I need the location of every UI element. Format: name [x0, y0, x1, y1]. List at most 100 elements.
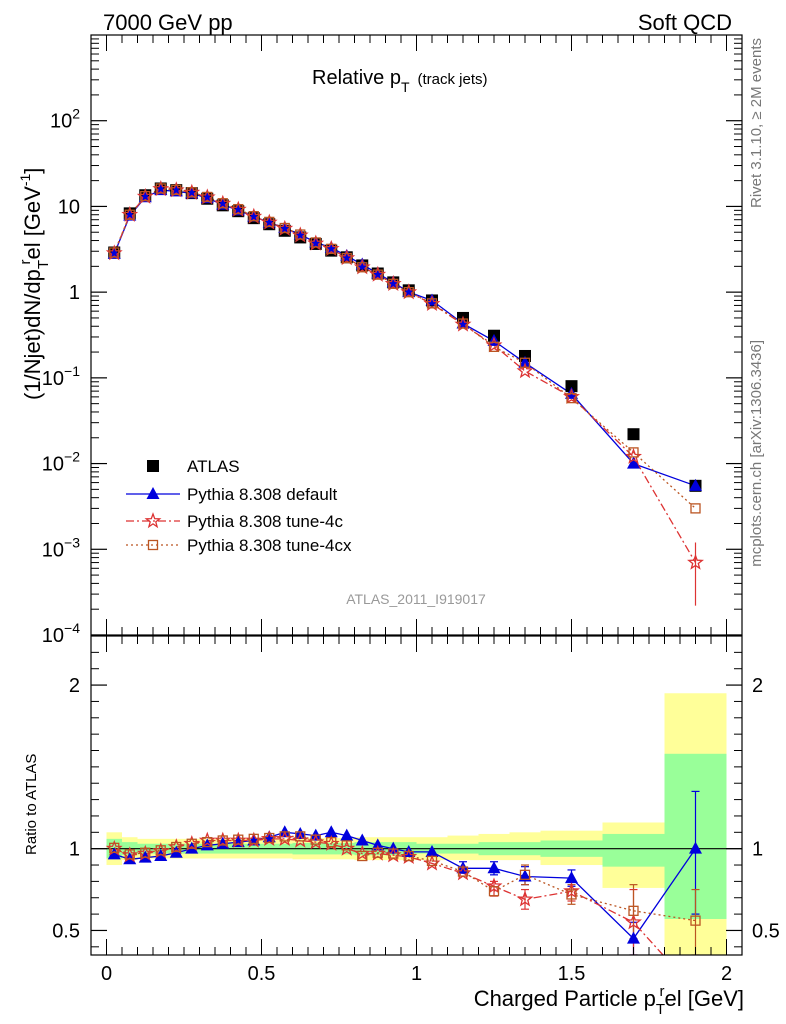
main-point	[426, 298, 438, 309]
ratio-point	[355, 833, 369, 846]
ylabel-part-f: ]	[20, 168, 45, 174]
ylabel-part-e: -1	[17, 174, 33, 187]
ratio-point	[518, 869, 532, 882]
ratio-point	[340, 828, 354, 841]
main-point	[388, 278, 399, 289]
main-point	[628, 447, 639, 458]
legend-marker	[144, 512, 162, 529]
ratio-series-group	[105, 790, 702, 955]
ratio-point	[217, 835, 228, 846]
plot-title: Relative pT (track jets)	[312, 67, 488, 95]
ratio-y-tick-label: 1	[69, 839, 80, 861]
main-point	[233, 203, 244, 215]
main-point	[248, 211, 259, 222]
ratio-point	[519, 869, 531, 880]
main-point	[372, 269, 383, 280]
ratio-point	[516, 890, 534, 907]
plot-title-main: Relative p	[312, 67, 401, 89]
legend-marker	[147, 539, 159, 551]
plot-title-extra: (track jets)	[418, 71, 488, 88]
ratio-point	[341, 840, 352, 851]
plot-title-sub: T	[401, 79, 410, 95]
ratio-point	[690, 915, 701, 926]
ratio-point	[324, 825, 338, 838]
main-y-tick-label: 10−3	[42, 534, 80, 561]
legend-marker	[147, 460, 159, 472]
ratio-y-tick-label: 0.5	[52, 920, 80, 942]
ratio-point	[566, 889, 577, 900]
ylabel-part-b: T	[35, 260, 52, 269]
legend-label: Pythia 8.308 default	[187, 485, 338, 504]
main-point	[566, 392, 577, 404]
legend-label: Pythia 8.308 tune-4cx	[187, 536, 352, 555]
main-series-line	[113, 187, 696, 509]
main-point	[202, 191, 213, 203]
ratio-point	[485, 877, 503, 894]
main-point	[155, 183, 166, 194]
main-point	[124, 209, 135, 220]
ratio-point	[107, 847, 121, 860]
main-point	[264, 216, 275, 228]
main-point	[186, 187, 197, 198]
legend-marker	[146, 487, 160, 499]
main-point	[519, 357, 531, 368]
ratio-point	[295, 831, 306, 842]
xlabel-part-d: el [GeV]	[665, 986, 744, 1011]
main-point	[295, 229, 306, 240]
ratio-point	[425, 844, 439, 857]
main-point	[516, 362, 534, 379]
main-point	[403, 286, 414, 298]
x-axis-label: Charged Particle pTrel [GeV]	[474, 983, 744, 1018]
main-point	[488, 341, 500, 353]
ratio-point	[689, 841, 702, 854]
ratio-point	[388, 848, 399, 859]
ratio-point	[186, 838, 197, 849]
x-tick-label: 0	[101, 963, 112, 985]
ratio-panel-frame	[90, 635, 743, 956]
main-point	[689, 478, 702, 491]
ylabel-part-c: r	[17, 260, 34, 265]
main-y-tick-label: 10−2	[42, 449, 80, 476]
ratio-point	[155, 845, 166, 856]
ratio-point	[279, 831, 290, 842]
main-point	[140, 190, 151, 202]
x-tick-label: 0.5	[248, 963, 276, 985]
ratio-point	[202, 836, 213, 848]
main-point	[326, 243, 337, 254]
ratio-point	[563, 882, 580, 899]
xlabel-part-b: T	[656, 1001, 665, 1018]
ratio-y-tick-label-right: 2	[752, 675, 763, 697]
main-point	[279, 222, 290, 234]
main-point	[357, 262, 368, 273]
ratio-point	[124, 849, 135, 860]
ratio-point	[140, 847, 151, 858]
header-left: 7000 GeV pp	[103, 10, 233, 35]
ratio-y-tick-label: 2	[69, 675, 80, 697]
ratio-point	[371, 838, 385, 851]
header-right: Soft QCD	[638, 10, 732, 35]
main-point	[457, 318, 469, 329]
side-text-upper: Rivet 3.1.10, ≥ 2M events	[748, 38, 765, 208]
ratio-point	[487, 861, 501, 874]
ratio-point	[403, 850, 414, 862]
legend-label: Pythia 8.308 tune-4c	[187, 512, 343, 531]
ratio-point	[625, 913, 642, 930]
ratio-y-tick-label-right: 1	[752, 839, 763, 861]
main-point	[565, 380, 578, 393]
main-series-line	[113, 188, 697, 563]
main-point	[690, 503, 701, 514]
ratio-point	[372, 847, 383, 858]
side-text-lower: mcplots.cern.ch [arXiv:1306.3436]	[748, 340, 765, 567]
main-y-tick-label: 10−4	[42, 620, 80, 647]
ratio-point	[264, 832, 275, 844]
ratio-point	[627, 931, 640, 944]
ratio-point	[248, 833, 259, 845]
ratio-point	[233, 834, 244, 845]
ratio-point	[457, 866, 469, 877]
main-point	[217, 198, 228, 209]
ratio-point	[357, 850, 368, 862]
main-point	[518, 355, 532, 368]
ratio-y-axis-label: Ratio to ATLAS	[23, 754, 40, 855]
main-point	[627, 456, 640, 469]
ratio-point	[109, 842, 120, 853]
